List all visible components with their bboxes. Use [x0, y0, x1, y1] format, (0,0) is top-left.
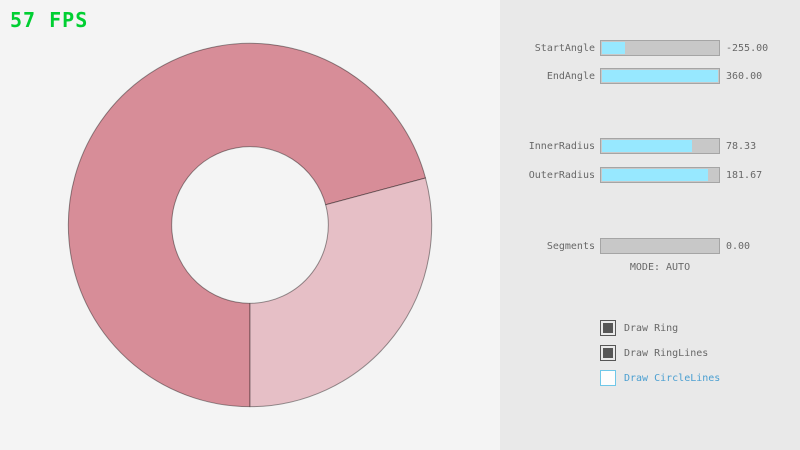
inner-radius-slider[interactable] — [600, 138, 720, 154]
inner-radius-label: InnerRadius — [528, 140, 595, 152]
fps-counter: 57 FPS — [10, 8, 89, 32]
outer-radius-slider[interactable] — [600, 167, 720, 183]
mode-label: MODE: AUTO — [629, 262, 691, 273]
ring-sector-light — [249, 177, 433, 408]
controls-panel: StartAngle -255.00 EndAngle 360.00 Inner… — [500, 0, 800, 450]
segments-label: Segments — [546, 240, 595, 252]
end-angle-slider[interactable] — [600, 68, 720, 84]
checkbox-draw-ring[interactable]: Draw Ring — [600, 320, 678, 336]
start-angle-slider-fill — [602, 42, 626, 54]
start-angle-value: -255.00 — [726, 42, 769, 54]
draw-ringlines-label: Draw RingLines — [624, 347, 709, 359]
slider-row-start-angle: StartAngle -255.00 — [505, 40, 795, 56]
draw-circlelines-label: Draw CircleLines — [624, 372, 721, 384]
ring-canvas — [67, 42, 433, 408]
ring-sector-dark — [67, 42, 427, 408]
draw-circlelines-checkbox[interactable] — [600, 370, 616, 386]
outer-radius-slider-fill — [602, 169, 708, 181]
ring-svg — [67, 42, 433, 408]
outer-radius-label: OuterRadius — [528, 169, 595, 181]
end-angle-label: EndAngle — [546, 70, 595, 82]
draw-ring-checkbox[interactable] — [600, 320, 616, 336]
inner-radius-value: 78.33 — [726, 140, 757, 152]
slider-row-end-angle: EndAngle 360.00 — [505, 68, 795, 84]
end-angle-slider-fill — [602, 70, 718, 82]
outer-radius-value: 181.67 — [726, 169, 763, 181]
draw-ringlines-checkbox[interactable] — [600, 345, 616, 361]
end-angle-value: 360.00 — [726, 70, 763, 82]
start-angle-label: StartAngle — [534, 42, 595, 54]
segments-slider[interactable] — [600, 238, 720, 254]
start-angle-slider[interactable] — [600, 40, 720, 56]
slider-row-outer-radius: OuterRadius 181.67 — [505, 167, 795, 183]
segments-value: 0.00 — [726, 240, 751, 252]
slider-row-segments: Segments 0.00 — [505, 238, 795, 254]
inner-radius-slider-fill — [602, 140, 693, 152]
slider-row-inner-radius: InnerRadius 78.33 — [505, 138, 795, 154]
checkbox-draw-ringlines[interactable]: Draw RingLines — [600, 345, 708, 361]
checkbox-draw-circlelines[interactable]: Draw CircleLines — [600, 370, 720, 386]
draw-ring-label: Draw Ring — [624, 322, 679, 334]
